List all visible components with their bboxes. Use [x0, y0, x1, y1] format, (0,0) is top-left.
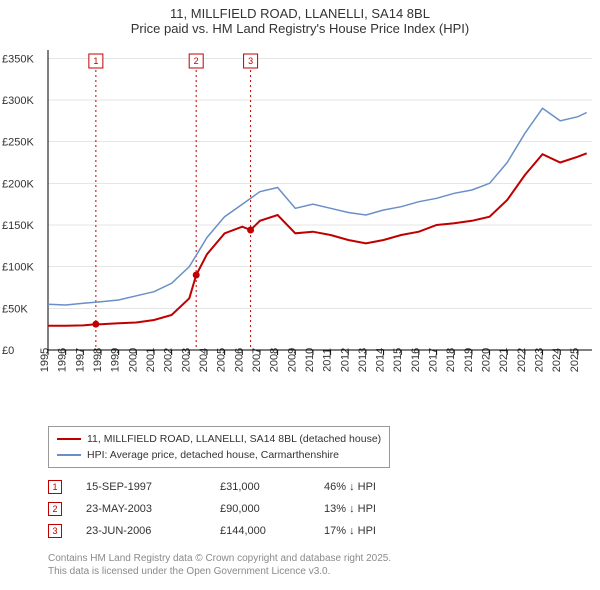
x-tick-label: 2013	[357, 348, 369, 372]
x-tick-label: 1995	[39, 348, 51, 372]
y-tick-label: £300K	[2, 95, 34, 107]
x-tick-label: 2000	[127, 348, 139, 372]
footer-line2: This data is licensed under the Open Gov…	[48, 565, 600, 578]
x-tick-label: 2004	[198, 348, 210, 372]
x-tick-label: 2012	[339, 348, 351, 372]
sale-price: £90,000	[220, 503, 300, 515]
sale-date: 23-MAY-2003	[86, 503, 196, 515]
sale-marker-number: 1	[93, 56, 98, 66]
sale-delta: 46% ↓ HPI	[324, 481, 424, 493]
x-tick-label: 2019	[463, 348, 475, 372]
series-price_paid	[48, 153, 587, 325]
x-tick-label: 2011	[322, 348, 334, 372]
x-tick-label: 2014	[375, 348, 387, 372]
x-tick-label: 2025	[569, 348, 581, 372]
sale-row: 1 15-SEP-1997 £31,000 46% ↓ HPI	[48, 476, 600, 498]
x-tick-label: 2024	[551, 348, 563, 372]
x-tick-label: 1998	[92, 348, 104, 372]
sale-row: 3 23-JUN-2006 £144,000 17% ↓ HPI	[48, 520, 600, 542]
title-line1: 11, MILLFIELD ROAD, LLANELLI, SA14 8BL	[0, 6, 600, 21]
sale-marker-number: 3	[248, 56, 253, 66]
legend-row: HPI: Average price, detached house, Carm…	[57, 447, 381, 463]
sale-point	[193, 272, 200, 279]
x-tick-label: 2003	[180, 348, 192, 372]
sale-row-marker: 2	[48, 502, 62, 516]
legend-label: 11, MILLFIELD ROAD, LLANELLI, SA14 8BL (…	[87, 433, 381, 445]
sale-price: £144,000	[220, 525, 300, 537]
footer-line1: Contains HM Land Registry data © Crown c…	[48, 552, 600, 565]
sales-table: 1 15-SEP-1997 £31,000 46% ↓ HPI 2 23-MAY-2003…	[48, 476, 600, 542]
sale-row: 2 23-MAY-2003 £90,000 13% ↓ HPI	[48, 498, 600, 520]
y-tick-label: £0	[2, 345, 14, 357]
sale-date: 15-SEP-1997	[86, 481, 196, 493]
x-tick-label: 2008	[269, 348, 281, 372]
sale-delta: 13% ↓ HPI	[324, 503, 424, 515]
legend: 11, MILLFIELD ROAD, LLANELLI, SA14 8BL (…	[48, 426, 390, 468]
chart-svg: £0 £50K £100K £150K £200K £250K £300K £350K 1995…	[0, 40, 600, 420]
x-tick-label: 2017	[428, 348, 440, 372]
sale-point	[92, 321, 99, 328]
footer-attribution: Contains HM Land Registry data © Crown c…	[48, 552, 600, 578]
y-tick-label: £250K	[2, 137, 34, 149]
sale-delta: 17% ↓ HPI	[324, 525, 424, 537]
x-tick-label: 1996	[57, 348, 69, 372]
price-chart: £0 £50K £100K £150K £200K £250K £300K £350K 1995…	[0, 40, 600, 420]
sale-marker-number: 2	[194, 56, 199, 66]
legend-swatch	[57, 438, 81, 440]
y-tick-label: £200K	[2, 178, 34, 190]
x-tick-label: 2015	[392, 348, 404, 372]
y-tick-label: £350K	[2, 53, 34, 65]
sale-row-marker: 1	[48, 480, 62, 494]
sale-date: 23-JUN-2006	[86, 525, 196, 537]
x-tick-label: 1997	[74, 348, 86, 372]
legend-swatch	[57, 454, 81, 456]
x-tick-label: 2022	[516, 348, 528, 372]
y-tick-label: £150K	[2, 220, 34, 232]
title-line2: Price paid vs. HM Land Registry's House …	[0, 21, 600, 36]
x-tick-label: 2016	[410, 348, 422, 372]
y-tick-label: £50K	[2, 303, 28, 315]
legend-label: HPI: Average price, detached house, Carm…	[87, 449, 339, 461]
legend-row: 11, MILLFIELD ROAD, LLANELLI, SA14 8BL (…	[57, 431, 381, 447]
x-tick-label: 2005	[216, 348, 228, 372]
sale-point	[247, 227, 254, 234]
x-tick-label: 2006	[233, 348, 245, 372]
x-tick-label: 2018	[445, 348, 457, 372]
x-tick-label: 2001	[145, 348, 157, 372]
x-tick-label: 2009	[286, 348, 298, 372]
sale-row-marker: 3	[48, 524, 62, 538]
x-tick-label: 2021	[498, 348, 510, 372]
series-hpi	[48, 108, 587, 305]
y-tick-label: £100K	[2, 262, 34, 274]
x-tick-label: 2010	[304, 348, 316, 372]
sale-price: £31,000	[220, 481, 300, 493]
x-tick-label: 1999	[110, 348, 122, 372]
x-tick-label: 2002	[163, 348, 175, 372]
chart-title: 11, MILLFIELD ROAD, LLANELLI, SA14 8BL P…	[0, 0, 600, 40]
x-tick-label: 2023	[534, 348, 546, 372]
x-tick-label: 2020	[481, 348, 493, 372]
x-tick-label: 2007	[251, 348, 263, 372]
